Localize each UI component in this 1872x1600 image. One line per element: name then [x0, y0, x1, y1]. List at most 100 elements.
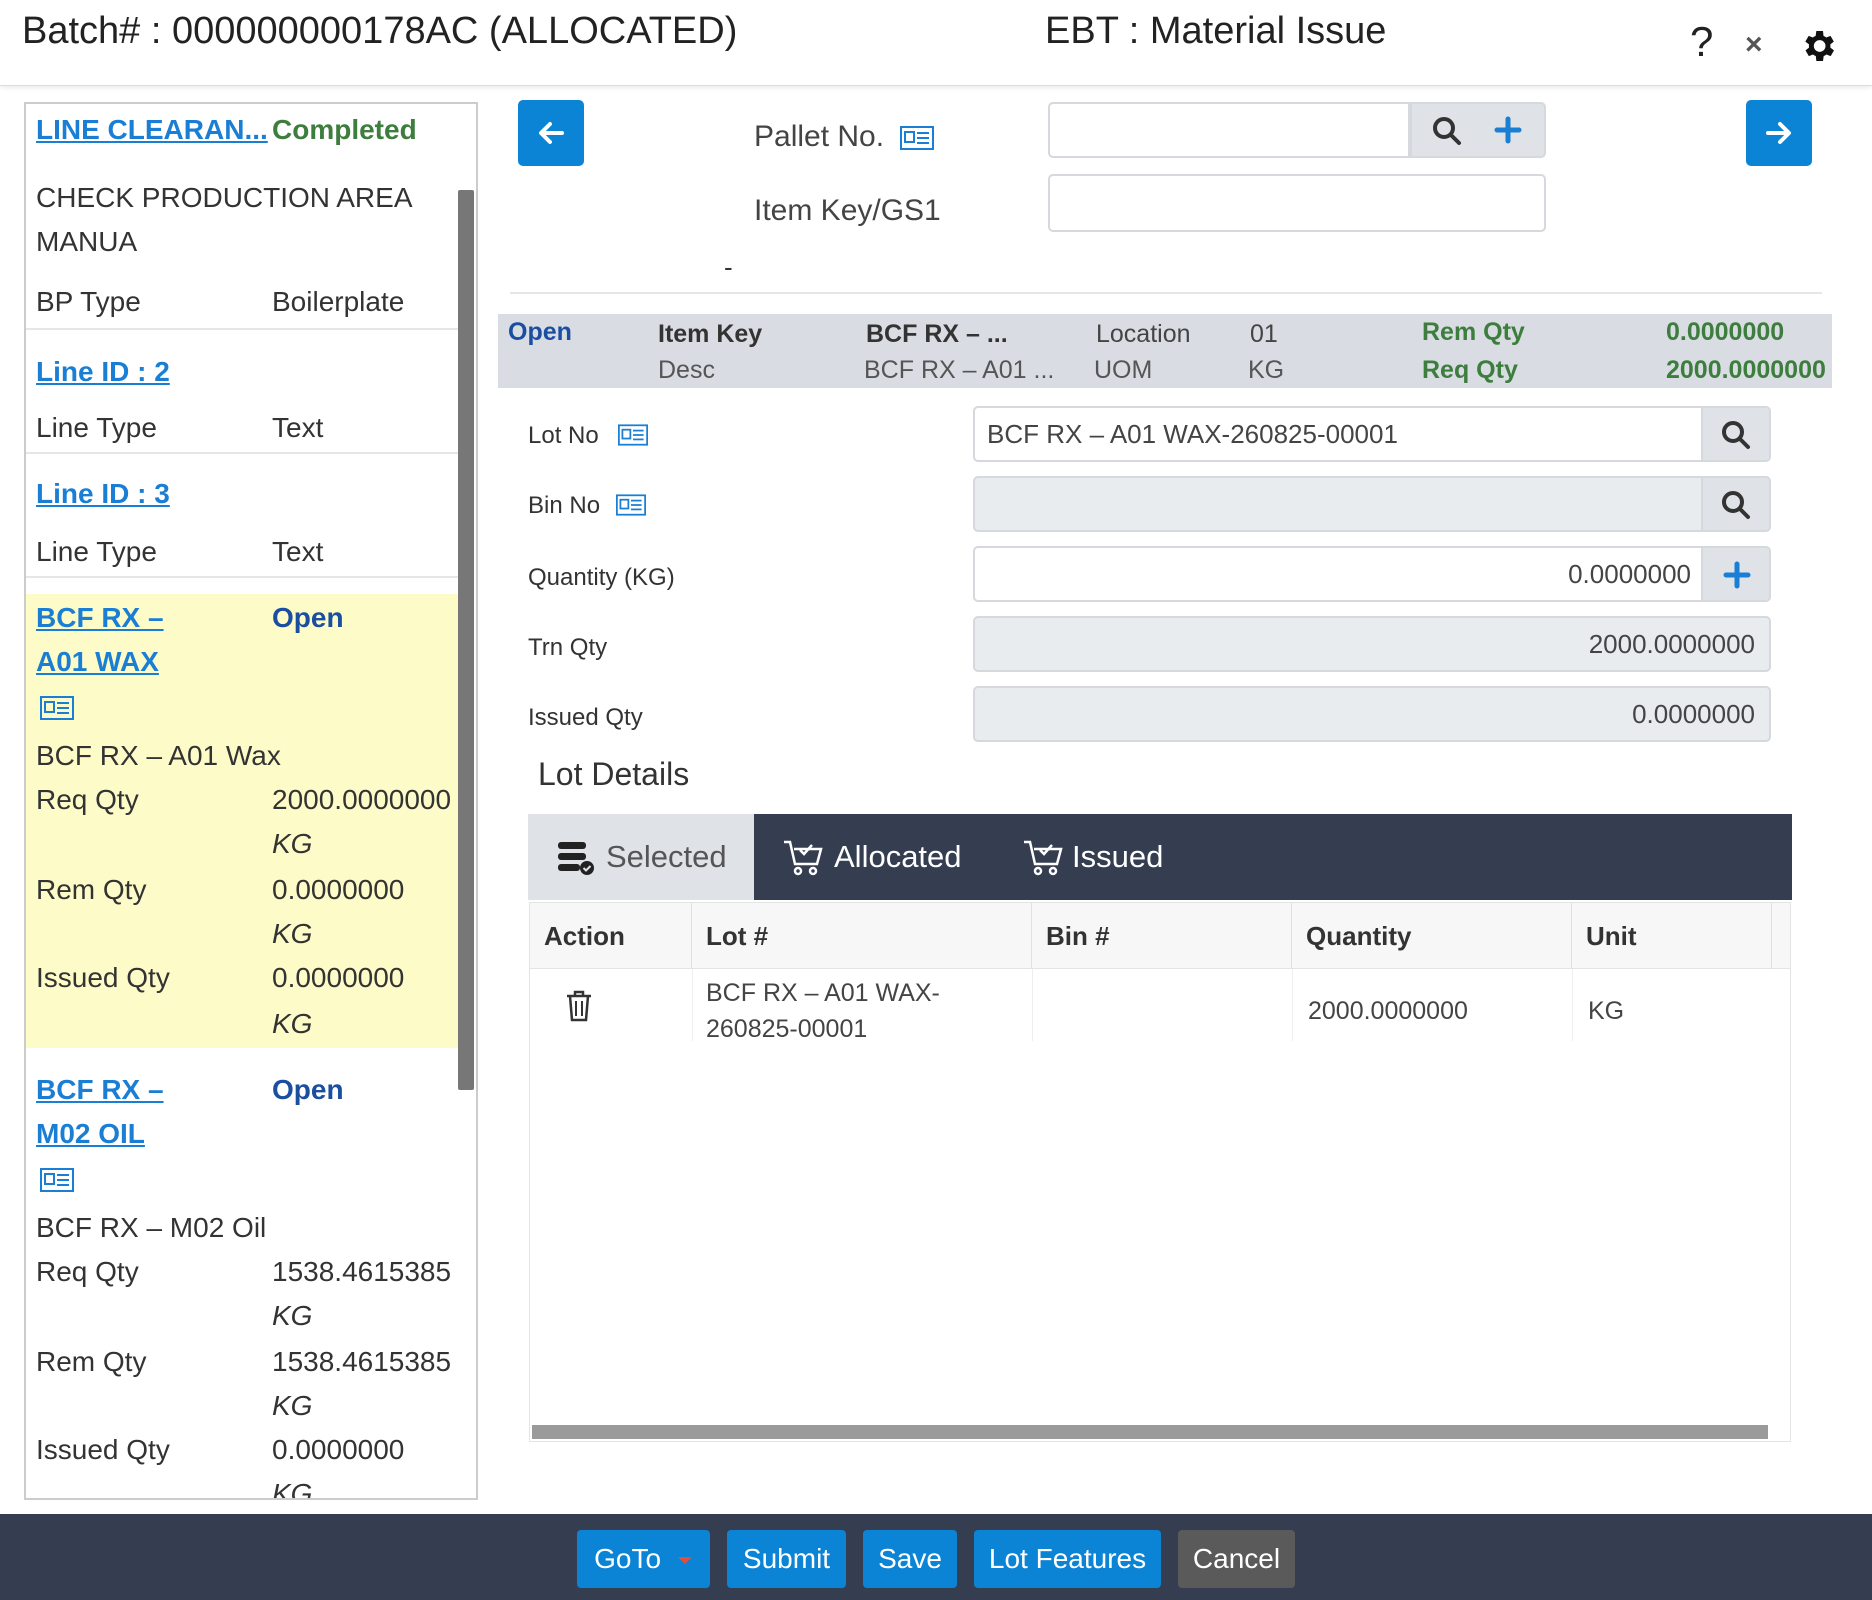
grid-hscrollbar[interactable] [532, 1425, 1768, 1439]
divider [1572, 969, 1573, 1041]
item-info-bar: Open Item Key BCF RX – ... Desc BCF RX –… [498, 314, 1832, 388]
rem-qty-label: Rem Qty [36, 1346, 147, 1377]
divider [692, 969, 693, 1041]
trn-qty-label: Trn Qty [528, 634, 608, 661]
tab-issued-label: Issued [1072, 839, 1164, 874]
page-title: EBT : Material Issue [1045, 10, 1387, 52]
item-key-label: Item Key [658, 320, 763, 348]
quantity-add-button[interactable] [1703, 546, 1771, 602]
issued-qty-label: Issued Qty [528, 704, 643, 731]
help-button[interactable]: ? [1690, 18, 1714, 65]
id-card-icon[interactable] [616, 494, 646, 516]
check-text-line1: CHECK PRODUCTION AREA [36, 182, 413, 213]
line-id-2-link[interactable]: Line ID : 2 [36, 356, 170, 387]
item-m02-oil-link[interactable]: BCF RX – [36, 1074, 164, 1105]
bp-type-value: Boilerplate [272, 286, 405, 317]
uom-label: UOM [1094, 356, 1153, 384]
goto-button[interactable]: GoTo [577, 1530, 710, 1588]
col-unit[interactable]: Unit [1572, 903, 1772, 969]
tab-allocated-label: Allocated [834, 839, 962, 874]
separator-dash: - [724, 252, 733, 282]
item-desc: BCF RX – A01 Wax [36, 740, 281, 771]
item-desc: BCF RX – M02 Oil [36, 1212, 267, 1243]
trash-icon[interactable] [564, 989, 594, 1023]
footer-bar: GoTo Submit Save Lot Features Cancel [0, 1514, 1872, 1600]
save-button[interactable]: Save [863, 1530, 957, 1588]
col-quantity[interactable]: Quantity [1292, 903, 1572, 969]
unit-cell: KG [1588, 997, 1625, 1025]
batch-title: Batch# : 000000000178AC (ALLOCATED) [22, 10, 738, 52]
close-button[interactable]: × [1745, 28, 1763, 61]
line-type-label: Line Type [36, 412, 157, 443]
next-button[interactable] [1746, 100, 1812, 166]
bp-type-label: BP Type [36, 286, 141, 317]
goto-label: GoTo [594, 1543, 662, 1574]
rem-qty-label: Rem Qty [1422, 318, 1525, 346]
lot-no-label: Lot No [528, 422, 599, 449]
search-icon[interactable] [1432, 116, 1462, 146]
col-lot[interactable]: Lot # [692, 903, 1032, 969]
lot-no-input[interactable]: BCF RX – A01 WAX-260825-00001 [973, 406, 1703, 462]
id-card-icon[interactable] [40, 696, 74, 720]
item-m02-oil-link-line2[interactable]: M02 OIL [36, 1118, 145, 1149]
quantity-label: Quantity (KG) [528, 564, 675, 591]
submit-button[interactable]: Submit [727, 1530, 846, 1588]
issued-qty-value: 0.0000000 [272, 962, 405, 993]
tab-selected[interactable]: Selected [528, 814, 754, 900]
req-qty-unit: KG [272, 1300, 313, 1331]
item-status: Open [272, 602, 344, 633]
line-clearance-status: Completed [272, 114, 417, 145]
prev-button[interactable] [518, 100, 584, 166]
item-a01-wax-link[interactable]: BCF RX – [36, 602, 164, 633]
id-card-icon[interactable] [618, 424, 648, 446]
rem-qty-value: 0.0000000 [1666, 318, 1785, 346]
col-bin[interactable]: Bin # [1032, 903, 1292, 969]
line-type-value: Text [272, 412, 324, 443]
item-a01-wax-link-line2[interactable]: A01 WAX [36, 646, 159, 677]
grid-header: Action Lot # Bin # Quantity Unit [530, 903, 1790, 969]
lot-features-button[interactable]: Lot Features [974, 1530, 1161, 1588]
item-key-input[interactable] [1048, 174, 1546, 232]
lot-details-title: Lot Details [538, 756, 690, 792]
cart-check-icon [1024, 840, 1063, 876]
line-id-3-link[interactable]: Line ID : 3 [36, 478, 170, 509]
tab-allocated[interactable]: Allocated [782, 814, 972, 900]
bin-no-input[interactable] [973, 476, 1703, 532]
id-card-icon[interactable] [40, 1168, 74, 1192]
cancel-button[interactable]: Cancel [1178, 1530, 1295, 1588]
pallet-actions [1410, 102, 1546, 158]
lot-search-button[interactable] [1703, 406, 1771, 462]
left-scrollbar[interactable] [458, 190, 474, 1090]
header-bar: Batch# : 000000000178AC (ALLOCATED) EBT … [0, 0, 1872, 86]
pallet-label: Pallet No. [754, 120, 885, 153]
id-card-icon[interactable] [900, 126, 934, 150]
req-qty-label: Req Qty [36, 784, 139, 815]
line-type-value: Text [272, 536, 324, 567]
desc-label: Desc [658, 356, 715, 384]
tab-issued[interactable]: Issued [1022, 814, 1182, 900]
item-key-value: BCF RX – ... [866, 320, 1008, 348]
divider [26, 452, 458, 454]
line-list-panel[interactable]: LINE CLEARAN... Completed CHECK PRODUCTI… [24, 102, 478, 1500]
plus-icon[interactable] [1494, 116, 1522, 144]
col-action[interactable]: Action [530, 903, 692, 969]
caret-down-icon [677, 1556, 692, 1564]
plus-icon [1723, 561, 1751, 589]
lot-details-tabs: Selected Allocated Issued [528, 814, 1792, 900]
divider [510, 292, 1822, 294]
rem-qty-value: 1538.4615385 [272, 1346, 452, 1377]
bin-search-button[interactable] [1703, 476, 1771, 532]
line-clearance-link[interactable]: LINE CLEARAN... [36, 114, 268, 145]
issued-qty-label: Issued Qty [36, 1434, 170, 1465]
gear-icon[interactable] [1798, 26, 1838, 66]
item-info-status: Open [508, 318, 572, 346]
search-icon [1722, 491, 1750, 519]
item-status: Open [272, 1074, 344, 1105]
line-type-label: Line Type [36, 536, 157, 567]
pallet-input[interactable] [1048, 102, 1410, 158]
tab-selected-label: Selected [606, 839, 727, 874]
quantity-input[interactable]: 0.0000000 [973, 546, 1703, 602]
issued-qty-unit: KG [272, 1008, 313, 1039]
req-qty-label: Req Qty [36, 1256, 139, 1287]
list-check-icon [558, 842, 594, 875]
